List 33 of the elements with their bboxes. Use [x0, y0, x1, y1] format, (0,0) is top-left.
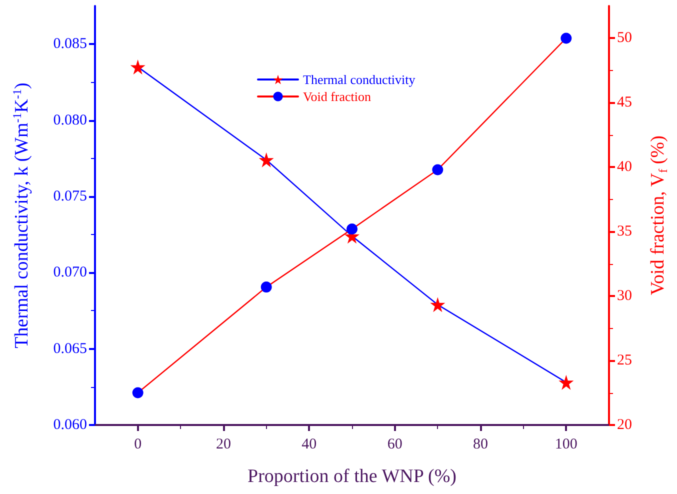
point — [258, 152, 274, 168]
y2-tick-label: 45 — [617, 94, 632, 111]
x-tick-label: 100 — [554, 436, 578, 452]
point — [132, 387, 144, 398]
x-tick-label: 80 — [473, 436, 488, 452]
x-tick-label: 0 — [134, 436, 142, 452]
x-tick-label: 40 — [302, 436, 317, 452]
point — [130, 59, 146, 74]
y2-tick-label: 30 — [617, 288, 632, 304]
x-tick-label: 20 — [216, 436, 231, 452]
y2-tick-label: 40 — [617, 159, 632, 176]
y2-axis-title: Void fraction, Vf (%) — [648, 136, 670, 296]
legend-label: Void fraction — [303, 89, 372, 104]
y2-tick-label: 25 — [617, 352, 632, 369]
y-tick-label: 0.080 — [53, 112, 87, 128]
point — [260, 282, 272, 293]
y-tick-label: 0.070 — [53, 264, 87, 281]
point — [560, 32, 572, 44]
y-tick-label: 0.065 — [53, 340, 87, 357]
point — [432, 164, 444, 176]
point — [430, 297, 446, 312]
y-tick-label: 0.085 — [53, 36, 87, 52]
legend-label: Thermal conductivity — [303, 72, 416, 87]
y-axis-title: Thermal conductivity, k (Wm-1K-1) — [10, 82, 32, 348]
x-tick-label: 60 — [387, 436, 402, 452]
y2-tick-label: 50 — [617, 30, 632, 46]
x-axis-title: Proportion of the WNP (%) — [248, 466, 456, 487]
point — [558, 374, 574, 390]
y2-tick-label: 35 — [617, 224, 632, 240]
y-tick-label: 0.060 — [53, 417, 87, 433]
y-tick-label: 0.075 — [53, 188, 87, 204]
y2-tick-label: 20 — [617, 417, 632, 433]
point — [346, 224, 358, 235]
